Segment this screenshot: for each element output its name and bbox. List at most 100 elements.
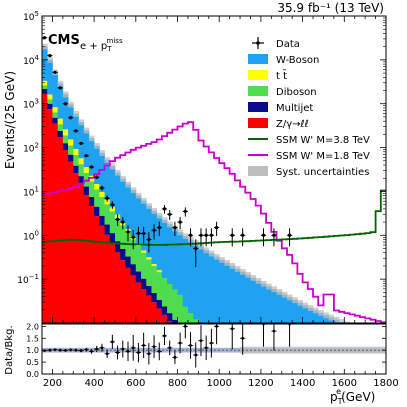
wboson-bin	[313, 310, 319, 323]
x-tick-label: 1600	[332, 378, 357, 389]
zll-bin	[42, 93, 48, 323]
wboson-bin	[297, 302, 304, 323]
ratio-tick-label: 2.0	[26, 322, 39, 331]
ttbar-bin	[156, 270, 163, 273]
data-point	[271, 228, 277, 247]
ratio-plot: 0.0 0.5 1.0 1.5 2.0 200 400 600 800 1000 1200 1400…	[26, 322, 398, 389]
ratio-y-axis-title: Data/Bkg.	[4, 325, 15, 374]
ratio-point	[83, 347, 89, 352]
wboson-bin	[120, 178, 126, 222]
diboson-bin	[135, 246, 142, 272]
diboson-bin	[94, 189, 100, 207]
diboson-bin	[47, 99, 53, 104]
syst-bin	[250, 275, 257, 281]
legend-swatch	[248, 166, 268, 176]
multijet-bin	[146, 285, 152, 296]
wboson-bin	[94, 145, 100, 185]
syst-bin	[355, 326, 361, 332]
ratio-syst-band	[240, 346, 386, 354]
ratio-point	[125, 341, 131, 362]
syst-bin	[198, 243, 204, 250]
data-point	[193, 239, 199, 268]
syst-bin	[214, 253, 220, 260]
multijet-bin	[130, 264, 137, 276]
diboson-bin	[78, 164, 85, 177]
x-tick-label: 600	[126, 378, 145, 389]
legend-swatch	[248, 118, 268, 128]
data-point	[172, 221, 178, 237]
ttbar-bin	[104, 199, 111, 205]
data-point	[208, 228, 214, 247]
diboson-bin	[42, 85, 48, 89]
wboson-bin	[255, 280, 262, 323]
syst-bin	[130, 187, 137, 194]
zll-bin	[78, 184, 85, 323]
multijet-bin	[141, 278, 147, 290]
diboson-bin	[73, 155, 79, 166]
multijet-bin	[135, 271, 142, 283]
diboson-bin	[57, 124, 64, 131]
x-tick-label: 800	[168, 378, 187, 389]
ratio-layer	[42, 324, 386, 368]
x-tick-label: 1400	[290, 378, 315, 389]
syst-bin	[135, 192, 142, 199]
wboson-bin	[187, 239, 194, 314]
legend-label: t t̄	[276, 69, 287, 82]
wboson-bin	[302, 305, 309, 323]
ttbar-bin	[47, 94, 53, 100]
legend-label: W-Boson	[276, 55, 319, 66]
legend-swatch	[248, 70, 268, 80]
multijet-bin	[161, 306, 168, 315]
syst-bin	[156, 212, 163, 219]
main-x-ticks	[41, 16, 387, 323]
diboson-bin	[182, 306, 189, 323]
diboson-bin	[177, 294, 184, 323]
ratio-point	[271, 324, 277, 351]
syst-bin	[167, 221, 173, 228]
diboson-bin	[151, 265, 158, 294]
ratio-point	[240, 324, 246, 355]
x-axis-title-unit: (GeV)	[341, 390, 375, 404]
legend-entry: SSM W' M=1.8 TeV	[248, 151, 370, 162]
diboson-bin	[146, 259, 152, 286]
syst-bin	[276, 289, 283, 295]
ratio-point	[94, 345, 100, 353]
ratio-point	[99, 343, 105, 352]
ratio-point	[47, 348, 53, 352]
wboson-bin	[344, 324, 350, 328]
data-point	[146, 231, 152, 253]
channel-text: e + p	[80, 41, 107, 52]
zll-bin	[135, 282, 142, 323]
ratio-point	[104, 349, 110, 358]
syst-bin	[177, 229, 184, 236]
syst-bin	[281, 291, 288, 298]
main-plot: 105 104 103 102 101 100 10−1	[17, 10, 387, 332]
zll-bin	[130, 275, 137, 323]
syst-bin	[234, 266, 241, 272]
legend-label: SSM W' M=1.8 TeV	[276, 151, 370, 162]
ratio-point	[68, 348, 74, 352]
data-point	[68, 116, 74, 120]
stack-layer	[42, 46, 350, 328]
diboson-bin	[120, 225, 126, 249]
syst-bin	[109, 163, 116, 170]
zll-bin	[114, 252, 121, 323]
diboson-bin	[141, 252, 147, 279]
syst-bin	[114, 169, 121, 176]
syst-bin	[203, 247, 210, 254]
syst-bin	[297, 300, 304, 306]
zll-bin	[141, 289, 147, 323]
main-y-axis: 105 104 103 102 101 100 10−1	[17, 10, 386, 311]
cms-label: CMS	[48, 33, 80, 48]
ratio-point	[208, 328, 214, 358]
syst-bin	[350, 324, 356, 330]
ratio-point	[167, 340, 173, 356]
main-frame	[41, 15, 387, 324]
x-tick-label: 400	[85, 378, 104, 389]
data-point	[151, 224, 157, 240]
syst-bin	[245, 272, 251, 278]
diboson-bin	[83, 172, 90, 187]
data-point	[177, 216, 183, 230]
wboson-bin	[57, 83, 64, 119]
